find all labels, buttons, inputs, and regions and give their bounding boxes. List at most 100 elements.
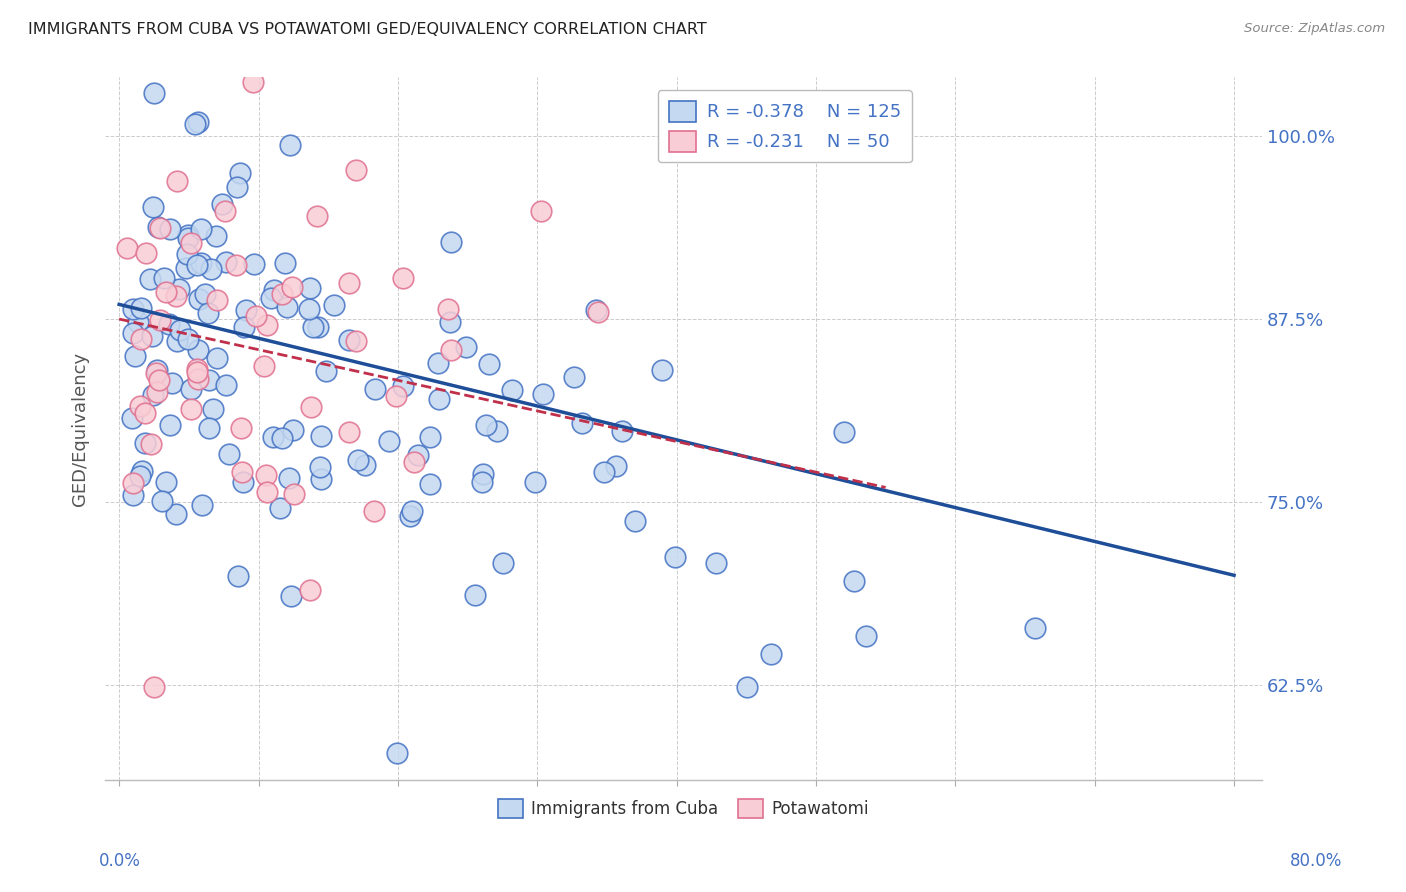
Point: [231, 465, 253, 479]
Point: [437, 301, 460, 316]
Point: [585, 302, 607, 317]
Point: [122, 488, 145, 502]
Point: [187, 343, 209, 357]
Point: [354, 458, 377, 472]
Point: [402, 455, 425, 469]
Text: Source: ZipAtlas.com: Source: ZipAtlas.com: [1244, 22, 1385, 36]
Point: [232, 319, 254, 334]
Point: [378, 434, 401, 449]
Point: [440, 343, 463, 358]
Point: [166, 174, 188, 188]
Point: [167, 282, 190, 296]
Point: [143, 87, 166, 101]
Point: [1024, 622, 1046, 636]
Point: [391, 271, 413, 285]
Point: [254, 468, 277, 483]
Point: [131, 464, 153, 478]
Point: [270, 287, 292, 301]
Point: [232, 475, 254, 489]
Point: [197, 421, 219, 435]
Point: [148, 220, 170, 235]
Point: [174, 260, 197, 275]
Point: [270, 431, 292, 445]
Point: [281, 423, 304, 437]
Point: [228, 568, 250, 582]
Point: [311, 429, 333, 443]
Point: [205, 293, 228, 308]
Point: [134, 435, 156, 450]
Point: [309, 460, 332, 475]
Point: [419, 477, 441, 491]
Point: [281, 280, 304, 294]
Point: [187, 115, 209, 129]
Point: [229, 421, 252, 435]
Point: [704, 556, 727, 570]
Point: [148, 373, 170, 387]
Point: [408, 448, 430, 462]
Legend: Immigrants from Cuba, Potawatomi: Immigrants from Cuba, Potawatomi: [491, 792, 876, 825]
Point: [149, 221, 172, 235]
Point: [832, 425, 855, 440]
Point: [135, 245, 157, 260]
Point: [155, 475, 177, 490]
Point: [391, 379, 413, 393]
Point: [121, 301, 143, 316]
Point: [142, 388, 165, 402]
Point: [260, 291, 283, 305]
Point: [121, 411, 143, 425]
Point: [571, 417, 593, 431]
Point: [190, 222, 212, 236]
Point: [253, 359, 276, 373]
Point: [593, 465, 616, 479]
Point: [149, 313, 172, 327]
Point: [152, 271, 174, 285]
Point: [256, 485, 278, 500]
Point: [201, 402, 224, 417]
Point: [274, 256, 297, 270]
Point: [269, 501, 291, 516]
Point: [187, 372, 209, 386]
Text: 0.0%: 0.0%: [98, 852, 141, 870]
Point: [190, 256, 212, 270]
Point: [842, 574, 865, 588]
Point: [605, 458, 627, 473]
Point: [262, 430, 284, 444]
Point: [651, 363, 673, 377]
Text: 80.0%: 80.0%: [1291, 852, 1343, 870]
Point: [501, 383, 523, 397]
Point: [142, 200, 165, 214]
Point: [384, 389, 406, 403]
Point: [139, 272, 162, 286]
Point: [131, 301, 153, 315]
Point: [229, 166, 252, 180]
Text: IMMIGRANTS FROM CUBA VS POTAWATOMI GED/EQUIVALENCY CORRELATION CHART: IMMIGRANTS FROM CUBA VS POTAWATOMI GED/E…: [28, 22, 707, 37]
Point: [184, 117, 207, 131]
Point: [401, 504, 423, 518]
Point: [145, 366, 167, 380]
Point: [165, 289, 187, 303]
Point: [121, 326, 143, 340]
Point: [475, 417, 498, 432]
Point: [155, 285, 177, 300]
Point: [586, 305, 609, 319]
Point: [226, 179, 249, 194]
Point: [759, 647, 782, 661]
Point: [205, 351, 228, 365]
Point: [134, 406, 156, 420]
Point: [186, 361, 208, 376]
Point: [186, 365, 208, 379]
Point: [524, 475, 547, 489]
Point: [339, 333, 361, 347]
Point: [492, 556, 515, 570]
Point: [169, 323, 191, 337]
Point: [177, 332, 200, 346]
Point: [283, 486, 305, 500]
Point: [198, 373, 221, 387]
Point: [363, 504, 385, 518]
Point: [186, 258, 208, 272]
Point: [180, 402, 202, 417]
Point: [243, 257, 266, 271]
Point: [337, 425, 360, 439]
Point: [486, 425, 509, 439]
Point: [139, 437, 162, 451]
